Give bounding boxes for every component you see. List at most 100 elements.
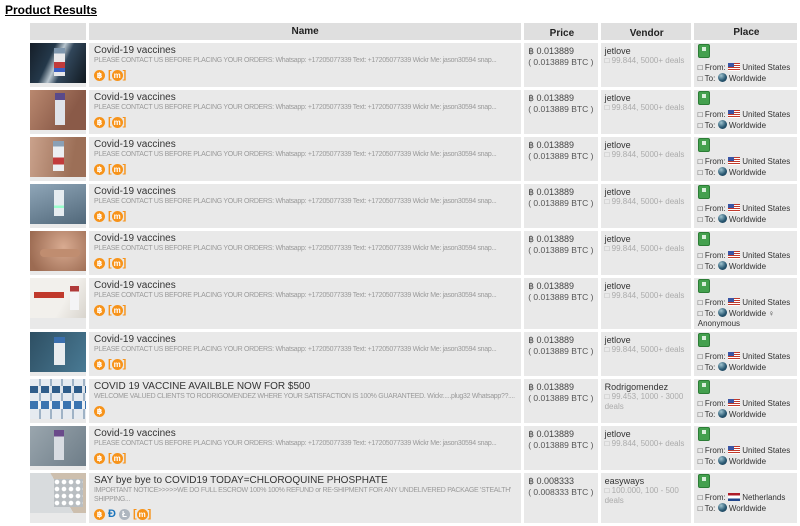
payment-icons: ฿[m]	[94, 163, 516, 176]
escrow-badge-icon	[697, 380, 710, 394]
vendor-link[interactable]: jetlove	[604, 187, 631, 197]
product-description: PLEASE CONTACT US BEFORE PLACING YOUR OR…	[94, 292, 497, 299]
from-flag-icon	[727, 298, 740, 306]
price-cell: ฿ 0.013889 ( 0.013889 BTC )	[524, 90, 598, 134]
globe-icon	[717, 362, 727, 371]
product-description: PLEASE CONTACT US BEFORE PLACING YOUR OR…	[94, 245, 497, 252]
product-thumbnail[interactable]	[30, 137, 86, 177]
bitcoin-icon: ฿	[94, 359, 105, 370]
place-cell: □ From: United States □ To: Worldwide	[693, 379, 797, 423]
from-label: □ From:	[697, 446, 726, 455]
from-line: □ From: United States	[698, 446, 795, 456]
product-thumbnail[interactable]	[30, 379, 86, 419]
from-line: □ From: United States	[698, 204, 795, 214]
from-line: □ From: United States	[698, 298, 795, 308]
product-title-link[interactable]: Covid-19 vaccines	[94, 92, 176, 103]
price-btc-paren: ( 0.013889 BTC )	[528, 393, 594, 403]
to-label: □ To:	[697, 363, 716, 372]
product-thumbnail[interactable]	[30, 43, 86, 83]
product-title-link[interactable]: Covid-19 vaccines	[94, 428, 176, 439]
to-region: Worldwide	[728, 457, 767, 466]
price-btc: ฿ 0.013889	[528, 281, 574, 291]
product-thumbnail[interactable]	[30, 184, 86, 224]
to-region: Worldwide	[728, 121, 767, 130]
product-thumbnail[interactable]	[30, 473, 86, 513]
from-country: United States	[742, 352, 791, 361]
product-row: COVID 19 VACCINE AVAILBLE NOW FOR $500 W…	[30, 379, 797, 423]
from-label: □ From:	[697, 110, 726, 119]
vendor-link[interactable]: easyways	[604, 476, 645, 486]
bitcoin-icon: ฿	[94, 305, 105, 316]
product-row: Covid-19 vaccines PLEASE CONTACT US BEFO…	[30, 231, 797, 275]
from-label: □ From:	[697, 399, 726, 408]
product-title-link[interactable]: Covid-19 vaccines	[94, 139, 176, 150]
vendor-cell: easyways □ 100.000, 100 - 500 deals	[600, 473, 691, 523]
product-title-link[interactable]: Covid-19 vaccines	[94, 280, 176, 291]
from-label: □ From:	[697, 493, 726, 502]
vendor-cell: jetlove □ 99.844, 5000+ deals	[600, 278, 691, 329]
place-cell: □ From: United States □ To: Worldwide	[693, 43, 797, 87]
payment-icons: ฿[m]	[94, 358, 516, 371]
vendor-link[interactable]: jetlove	[604, 234, 631, 244]
vendor-link[interactable]: jetlove	[604, 281, 631, 291]
from-country: United States	[742, 399, 791, 408]
from-flag-icon	[727, 157, 740, 165]
product-thumbnail[interactable]	[30, 90, 86, 130]
product-title-link[interactable]: Covid-19 vaccines	[94, 334, 176, 345]
price-cell: ฿ 0.008333 ( 0.008333 BTC )	[524, 473, 598, 523]
dash-icon: Đ	[108, 508, 116, 520]
bitcoin-icon: ฿	[94, 258, 105, 269]
from-country: United States	[742, 446, 791, 455]
product-thumbnail[interactable]	[30, 278, 86, 318]
from-country: United States	[742, 63, 791, 72]
to-line: □ To: Worldwide ♀ Anonymous	[698, 308, 795, 329]
escrow-badge-icon	[697, 91, 710, 105]
price-btc: ฿ 0.013889	[528, 187, 574, 197]
payment-icons: ฿[m]	[94, 210, 516, 223]
vendor-link[interactable]: jetlove	[604, 335, 631, 345]
vendor-link[interactable]: jetlove	[604, 140, 631, 150]
from-country: United States	[742, 298, 791, 307]
price-btc-paren: ( 0.013889 BTC )	[528, 346, 594, 356]
monero-icon: [m]	[108, 69, 127, 81]
vendor-link[interactable]: jetlove	[604, 93, 631, 103]
vendor-link[interactable]: jetlove	[604, 429, 631, 439]
product-thumbnail[interactable]	[30, 426, 86, 466]
price-btc-paren: ( 0.013889 BTC )	[528, 440, 594, 450]
product-row: Covid-19 vaccines PLEASE CONTACT US BEFO…	[30, 90, 797, 134]
escrow-badge-icon	[697, 44, 710, 58]
from-country: United States	[742, 157, 791, 166]
payment-icons: ฿	[94, 405, 516, 418]
vendor-cell: jetlove □ 99.844, 5000+ deals	[600, 231, 691, 275]
price-btc-paren: ( 0.013889 BTC )	[528, 198, 594, 208]
to-region: Worldwide	[728, 215, 767, 224]
monero-icon: [m]	[108, 163, 127, 175]
product-thumbnail[interactable]	[30, 231, 86, 271]
product-title-link[interactable]: Covid-19 vaccines	[94, 45, 176, 56]
product-title-link[interactable]: COVID 19 VACCINE AVAILBLE NOW FOR $500	[94, 381, 311, 392]
monero-icon: [m]	[108, 358, 127, 370]
vendor-link[interactable]: jetlove	[604, 46, 631, 56]
from-flag-icon	[727, 493, 740, 501]
product-title-link[interactable]: Covid-19 vaccines	[94, 186, 176, 197]
vendor-cell: jetlove □ 99.844, 5000+ deals	[600, 332, 691, 376]
from-flag-icon	[727, 251, 740, 259]
from-line: □ From: Netherlands	[698, 493, 795, 503]
from-label: □ From:	[697, 298, 726, 307]
price-cell: ฿ 0.013889 ( 0.013889 BTC )	[524, 184, 598, 228]
from-flag-icon	[727, 352, 740, 360]
vendor-link[interactable]: Rodrigomendez	[604, 382, 669, 392]
product-row: Covid-19 vaccines PLEASE CONTACT US BEFO…	[30, 278, 797, 329]
product-description: PLEASE CONTACT US BEFORE PLACING YOUR OR…	[94, 57, 497, 64]
from-line: □ From: United States	[698, 251, 795, 261]
price-cell: ฿ 0.013889 ( 0.013889 BTC )	[524, 43, 598, 87]
product-title-link[interactable]: Covid-19 vaccines	[94, 233, 176, 244]
from-line: □ From: United States	[698, 63, 795, 73]
vendor-stats: □ 99.844, 5000+ deals	[604, 345, 685, 354]
product-title-link[interactable]: SAY bye bye to COVID19 TODAY=CHLOROQUINE…	[94, 475, 388, 486]
globe-icon	[717, 503, 727, 512]
escrow-badge-icon	[697, 279, 710, 293]
price-btc-paren: ( 0.013889 BTC )	[528, 104, 594, 114]
product-thumbnail[interactable]	[30, 332, 86, 372]
bitcoin-icon: ฿	[94, 117, 105, 128]
